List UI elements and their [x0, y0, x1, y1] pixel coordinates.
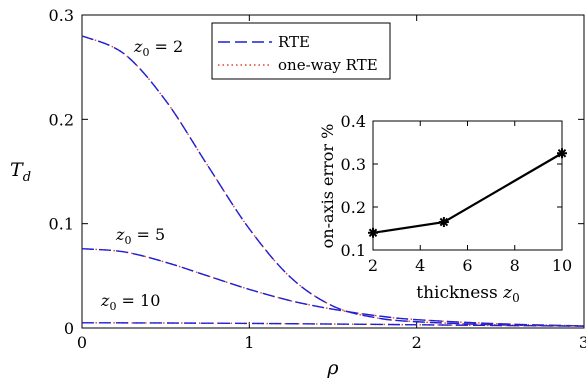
inset-y-tick-label: 0.4: [341, 112, 366, 131]
y-axis-label-subscript: d: [23, 170, 31, 185]
inset-data-point: [368, 227, 378, 238]
inset-plot-frame: [372, 120, 563, 251]
series-rte-z0-10: [81, 322, 585, 327]
inset-y-axis-label: on-axis error %: [318, 124, 337, 249]
inset-x-tick-label: 6: [462, 256, 472, 275]
main-x-tick-label: 1: [244, 333, 254, 352]
inset-series: [368, 148, 567, 238]
inset-y-tick-label: 0.3: [341, 155, 366, 174]
annotation-z0-2: z0 = 2: [133, 37, 183, 59]
legend-label-one-way-rte: one-way RTE: [278, 56, 378, 74]
inset-y-tick-label: 0.2: [341, 198, 366, 217]
main-x-tick-label: 3: [579, 333, 586, 352]
legend-label-rte: RTE: [278, 33, 310, 51]
main-ticks: 0 1 2 3 0 0.1 0.2 0.3: [49, 6, 586, 352]
series-rte-z0-2: [81, 35, 585, 327]
x-axis-label: ρ: [326, 357, 339, 379]
main-x-tick-label: 2: [412, 333, 422, 352]
inset-data-point: [557, 148, 567, 159]
inset-chart: 2 4 6 8 10 0.1 0.2 0.3 0.4 on-axis error % thick…: [318, 112, 572, 305]
inset-y-tick-label: 0.1: [341, 241, 366, 260]
main-plot-frame: [81, 14, 585, 329]
annotation-z0-5: z0 = 5: [115, 225, 165, 247]
main-y-tick-label: 0.1: [49, 215, 74, 234]
main-y-tick-label: 0.3: [49, 6, 74, 25]
legend-box: [211, 22, 391, 80]
inset-data-point: [438, 217, 449, 228]
inset-x-axis-label: thickness z0: [416, 283, 520, 305]
series-rte-z0-5: [81, 248, 585, 327]
inset-x-tick-label: 4: [415, 256, 425, 275]
legend: RTE one-way RTE: [211, 22, 391, 80]
main-series: [81, 35, 585, 327]
main-y-tick-label: 0: [64, 319, 74, 338]
main-y-tick-label: 0.2: [49, 110, 74, 129]
inset-x-tick-label: 8: [510, 256, 520, 275]
main-x-tick-label: 0: [77, 333, 87, 352]
inset-ticks: 2 4 6 8 10 0.1 0.2 0.3 0.4: [341, 112, 573, 275]
y-axis-label: Td: [10, 159, 31, 185]
inset-x-tick-label: 10: [552, 256, 572, 275]
annotation-z0-10: z0 = 10: [100, 291, 160, 313]
inset-x-tick-label: 2: [368, 256, 378, 275]
